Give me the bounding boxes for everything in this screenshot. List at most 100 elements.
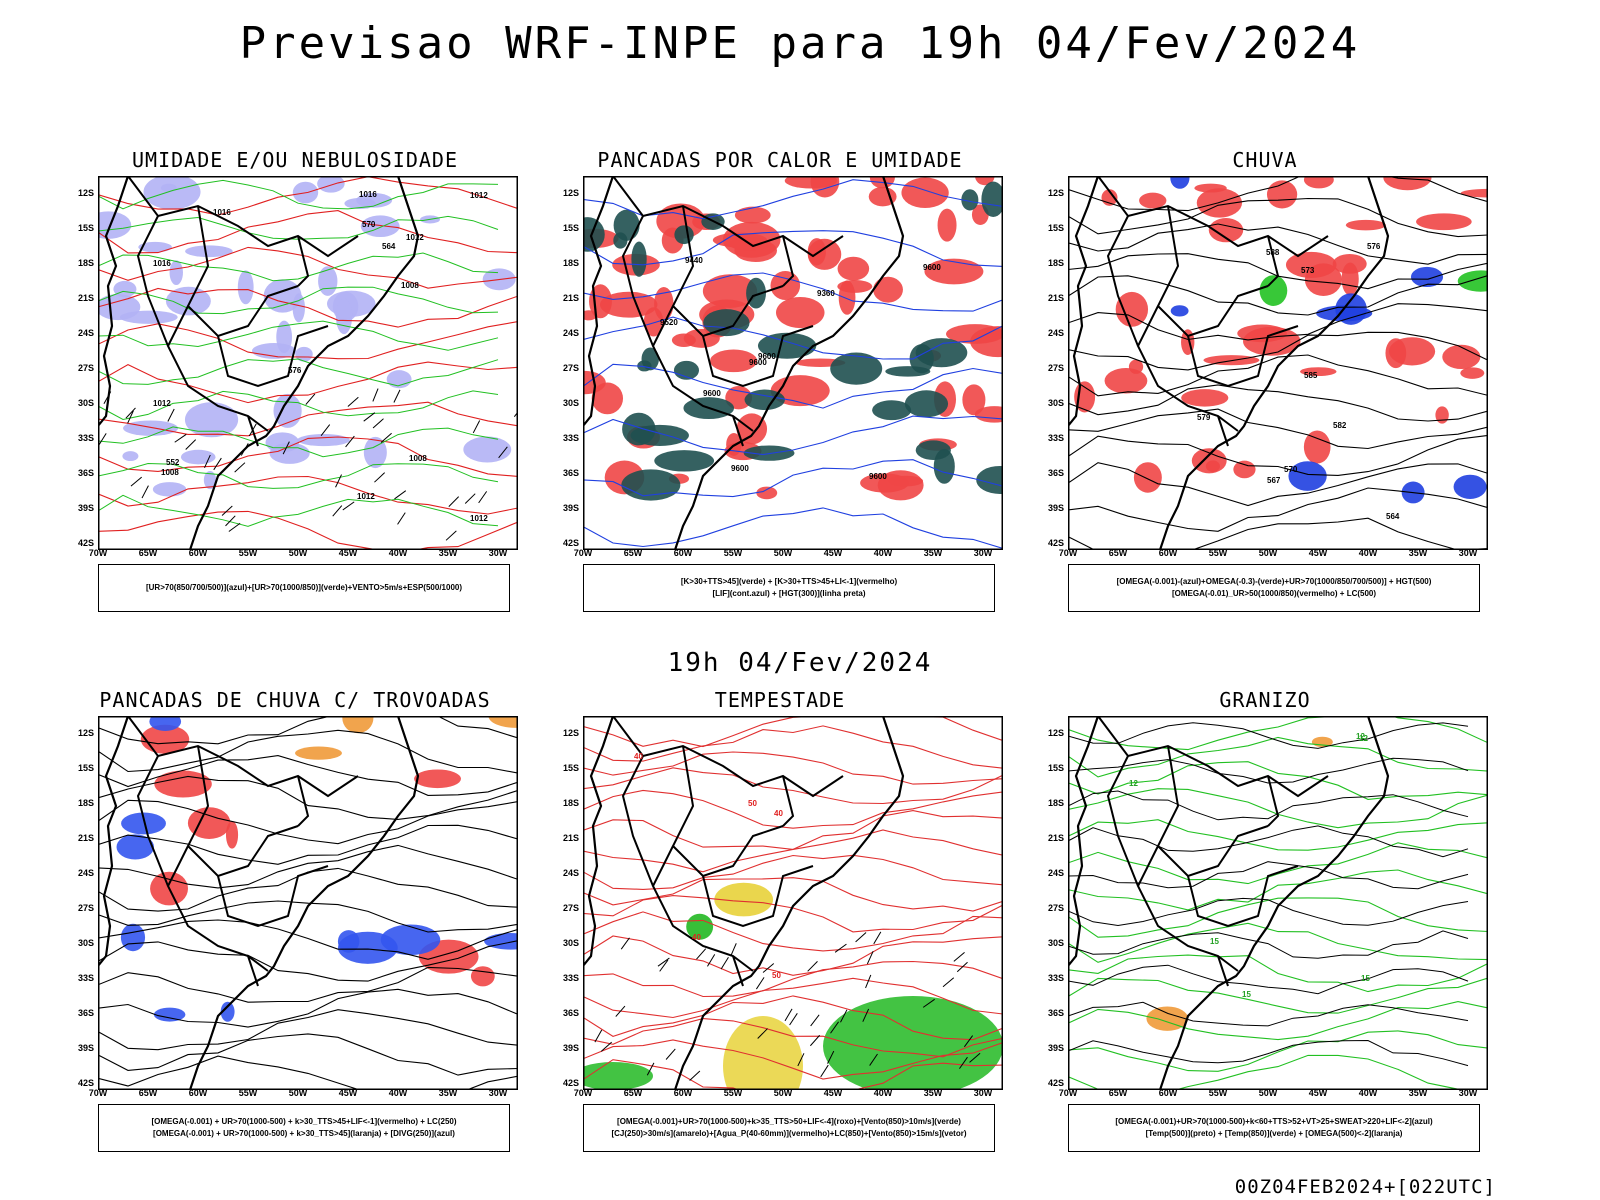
- wind-vector: [810, 1014, 820, 1027]
- field-patch: [317, 176, 345, 193]
- panel-legend: [OMEGA(-0.001)-(azul)+OMEGA(-0.3)-(verde…: [1068, 564, 1480, 612]
- contour-line: [98, 179, 499, 210]
- contour-label: 15: [1210, 937, 1219, 946]
- country-borders: [1097, 176, 1329, 447]
- longitude-label: 70W: [1058, 1088, 1078, 1098]
- field-patch: [904, 390, 949, 418]
- wind-area: [823, 996, 1003, 1090]
- wind-vector: [472, 420, 481, 434]
- wind-vector: [204, 454, 211, 468]
- field-patch: [1233, 460, 1256, 479]
- latitude-label: 18S: [77, 258, 94, 268]
- contour-line: [98, 799, 518, 845]
- latitude-label: 24S: [562, 328, 579, 338]
- contour-line: [1068, 861, 1469, 890]
- field-patch: [901, 177, 949, 209]
- contour-line: [98, 716, 518, 745]
- field-patch: [1460, 367, 1485, 379]
- contour-line: [1068, 736, 1488, 778]
- field-patch: [1442, 344, 1481, 370]
- longitude-label: 50W: [288, 1088, 308, 1098]
- legend-line: [K>30+TTS>45](verde) + [K>30+TTS>45+LI<-…: [680, 577, 898, 586]
- latitude-label: 15S: [1047, 763, 1064, 773]
- contour-line: [583, 895, 1003, 933]
- wind-vector: [807, 961, 818, 972]
- field-patch: [1170, 305, 1189, 317]
- longitude-label: 45W: [823, 1088, 843, 1098]
- field-patch: [184, 402, 239, 438]
- contour-line: [98, 940, 518, 982]
- longitude-label: 30W: [488, 548, 508, 558]
- latitude-label: 12S: [1047, 188, 1064, 198]
- panel-chuva: CHUVA 588 585 582 579 576 573 570 567 564 12S 15S 18…: [1030, 148, 1490, 618]
- wind-vector: [305, 393, 316, 405]
- latitude-label: 27S: [562, 903, 579, 913]
- contour-line: [583, 751, 1003, 785]
- wind-vector: [167, 408, 175, 422]
- wind-vector: [174, 433, 187, 443]
- longitude-label: 55W: [1208, 548, 1228, 558]
- contour-label: 9600: [731, 464, 749, 473]
- wind-vector: [498, 446, 508, 459]
- wind-vector: [865, 974, 872, 989]
- field-patch: [873, 276, 903, 303]
- field-patch: [122, 451, 139, 462]
- contour-line: [583, 179, 1003, 220]
- panel-legend: [UR>70(850/700/500)](azul)+[UR>70(1000/8…: [98, 564, 510, 612]
- latitude-label: 39S: [77, 503, 94, 513]
- contour-line: [583, 272, 1003, 312]
- legend-line: [OMEGA(-0.001) + UR>70(1000-500) + k>30_…: [151, 1117, 457, 1126]
- longitude-label: 50W: [1258, 548, 1278, 558]
- field-patch: [630, 424, 689, 446]
- field-patch: [152, 482, 187, 497]
- map-frame: [583, 176, 1003, 550]
- longitude-label: 70W: [573, 548, 593, 558]
- longitude-label: 40W: [1358, 548, 1378, 558]
- field-patch: [746, 277, 766, 309]
- wind-vector: [347, 396, 359, 407]
- field-patch: [654, 450, 715, 472]
- map-frame: [98, 716, 518, 1090]
- contour-line: [1068, 869, 1488, 911]
- latitude-label: 15S: [562, 223, 579, 233]
- latitude-label: 24S: [77, 328, 94, 338]
- field-patch: [143, 176, 201, 210]
- field-patch: [113, 280, 137, 298]
- latitude-label: 27S: [562, 363, 579, 373]
- panel-legend: [OMEGA(-0.001)+UR>70(1000-500)+k>35_TTS>…: [583, 1104, 995, 1152]
- field-patch: [962, 384, 986, 416]
- contour-label: 50: [772, 971, 781, 980]
- wind-vector: [478, 491, 488, 504]
- field-patch: [363, 436, 387, 469]
- wind-vector: [922, 998, 935, 1008]
- coastline: [583, 176, 905, 550]
- country-borders: [612, 716, 844, 987]
- field-patch: [1341, 262, 1359, 296]
- latitude-label: 42S: [1047, 1078, 1064, 1088]
- legend-line: [CJ(250)>30m/s](amarelo)+[Agua_P(40-60mm…: [611, 1129, 967, 1138]
- wind-vector: [869, 1053, 878, 1066]
- wind-vector: [866, 950, 874, 965]
- latitude-label: 27S: [77, 903, 94, 913]
- field-patch: [1104, 368, 1148, 394]
- latitude-label: 18S: [1047, 258, 1064, 268]
- forecast-map: 1012 1012 1012 1016 1008 1012 1016 1012 1008 1008…: [98, 176, 518, 550]
- contour-label: 576: [288, 366, 302, 375]
- contour-line: [98, 210, 518, 254]
- field-patch: [463, 436, 512, 463]
- contour-line: [98, 775, 518, 820]
- contour-line: [98, 286, 499, 315]
- field-patch: [674, 225, 694, 245]
- contour-label: 585: [1304, 371, 1318, 380]
- contour-line: [1068, 930, 1469, 959]
- contour-line: [583, 854, 1003, 890]
- longitude-label: 60W: [673, 1088, 693, 1098]
- contour-line: [1068, 274, 1488, 316]
- longitude-label: 50W: [1258, 1088, 1278, 1098]
- wind-vector: [730, 943, 737, 957]
- map-frame: [98, 176, 518, 550]
- latitude-label: 12S: [1047, 728, 1064, 738]
- contour-line: [1068, 354, 1488, 397]
- wind-vector: [969, 1052, 981, 1063]
- longitude-label: 70W: [88, 548, 108, 558]
